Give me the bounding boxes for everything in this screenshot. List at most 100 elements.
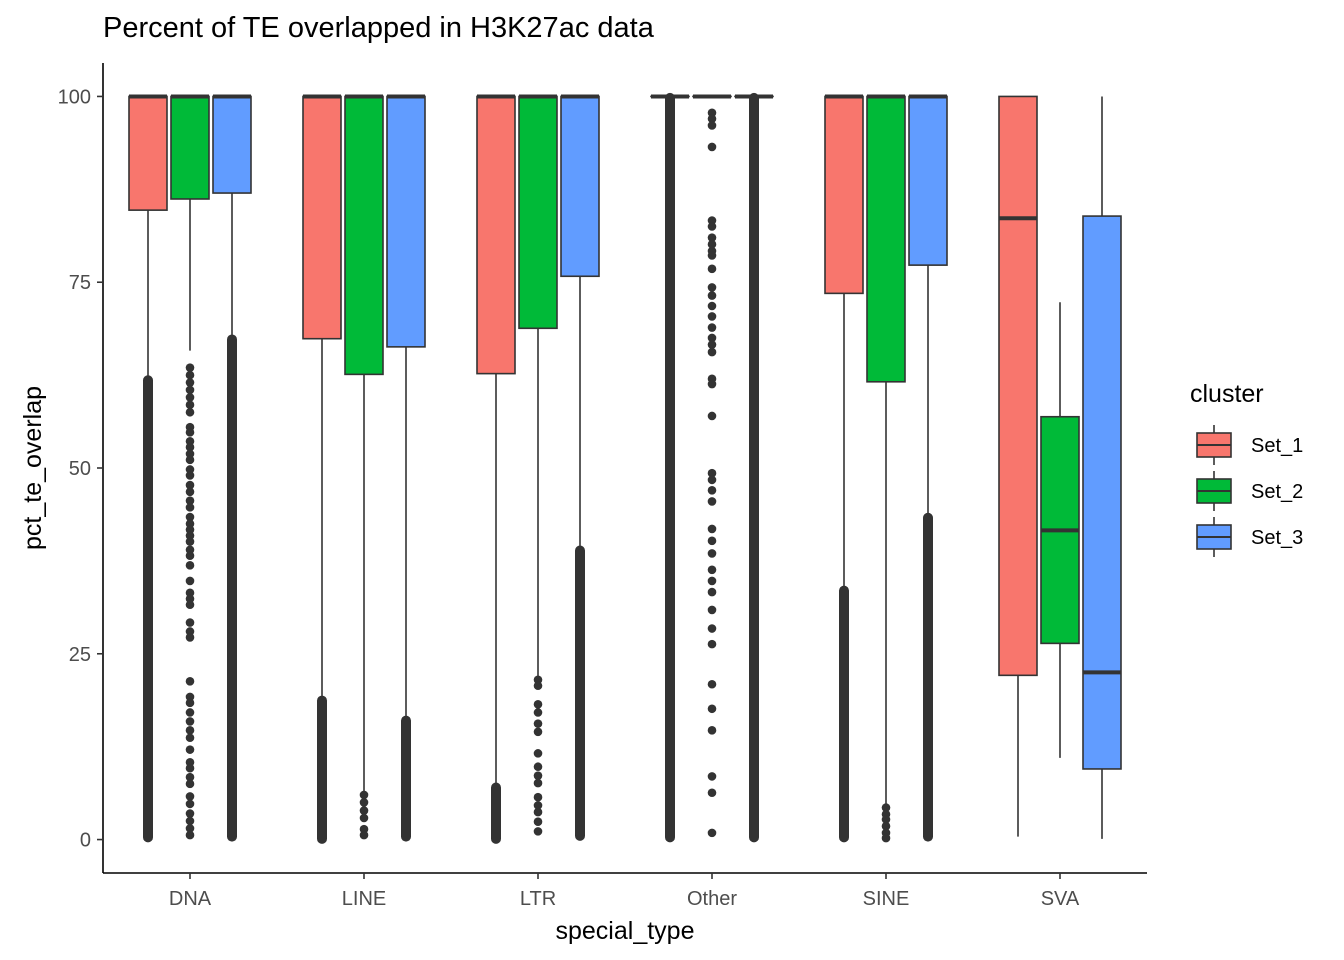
outlier-point [881, 803, 891, 812]
outlier-point [707, 121, 717, 130]
iqr-box [344, 95, 384, 376]
outlier-point [707, 222, 717, 231]
outlier-point [707, 411, 717, 421]
outlier-point [707, 485, 717, 495]
box-Set_2-LTR [518, 94, 558, 836]
outlier-point [533, 708, 543, 717]
iqr-box [302, 95, 342, 340]
outlier-point [533, 771, 543, 780]
iqr-box [386, 95, 426, 348]
outlier-point [185, 792, 195, 801]
outlier-point [185, 824, 195, 833]
outlier-point [185, 676, 195, 686]
outlier-point [707, 576, 717, 586]
outlier-point [533, 807, 543, 817]
outlier-point [185, 442, 195, 452]
iqr-box [170, 95, 210, 200]
box-Set_1-SVA [998, 95, 1038, 837]
x-tick-label: LINE [342, 888, 386, 910]
outlier-point [185, 496, 195, 505]
legend-label: Set_3 [1251, 527, 1303, 549]
outlier-point [185, 692, 195, 702]
iqr-box [518, 95, 558, 330]
outlier-point [185, 708, 195, 717]
box-Set_3-LINE [386, 94, 426, 842]
y-axis-title: pct_te_overlap [19, 386, 47, 550]
outlier-point [707, 772, 717, 781]
outlier-point [881, 815, 891, 824]
outlier-point [707, 788, 717, 798]
outlier-point [533, 817, 543, 827]
plot-area [128, 92, 1122, 844]
outlier-point [707, 639, 717, 649]
outlier-point [185, 400, 195, 410]
outlier-point [185, 428, 195, 437]
legend-label: Set_2 [1251, 481, 1303, 503]
outlier-point [185, 525, 195, 534]
outlier-point [185, 745, 195, 754]
outlier-point [185, 809, 195, 818]
outlier-point [707, 828, 717, 838]
outlier-point [185, 779, 195, 789]
outlier-point [185, 370, 195, 380]
outlier-point [359, 806, 369, 815]
outlier-point [707, 565, 717, 575]
outlier-point [185, 385, 195, 395]
outlier-point [533, 762, 543, 772]
box-Set_2-Other [692, 94, 732, 838]
outlier-point [185, 503, 195, 512]
outlier-point [533, 778, 543, 788]
outlier-point [185, 633, 195, 642]
outlier-point [185, 363, 195, 372]
outlier-point [185, 594, 195, 604]
outlier-point [707, 283, 717, 292]
x-tick-label: SVA [1041, 888, 1080, 910]
box-Set_2-SVA [1040, 302, 1080, 758]
outlier-point [185, 618, 195, 627]
outlier-point [707, 291, 717, 300]
outlier-point [707, 704, 717, 714]
outlier-point [707, 251, 717, 260]
outlier-point [707, 142, 717, 152]
outlier-point [881, 833, 891, 843]
outlier-point [185, 407, 195, 417]
outlier-point [707, 497, 717, 506]
outlier-point [707, 475, 717, 485]
outlier-point [185, 378, 195, 387]
outlier-point [707, 301, 717, 311]
outlier-point [707, 726, 717, 735]
outlier-point [185, 588, 195, 598]
outlier-point [707, 114, 717, 124]
outlier-point [359, 790, 369, 800]
outlier-point [707, 379, 717, 389]
outlier-point [533, 719, 543, 728]
box-Set_2-SINE [866, 94, 906, 843]
outlier-point [185, 465, 195, 474]
y-tick-label: 50 [69, 458, 91, 480]
outlier-point [533, 675, 543, 685]
box-Set_1-DNA [128, 94, 168, 843]
outlier-point [359, 798, 369, 807]
outlier-point [707, 216, 717, 225]
outlier-point [185, 816, 195, 826]
outlier-point [185, 600, 195, 610]
outlier-point [533, 681, 543, 691]
y-tick-label: 75 [69, 272, 91, 294]
outlier-point [185, 757, 195, 767]
outlier-point [707, 549, 717, 558]
outlier-point [533, 827, 543, 836]
outlier-point [533, 727, 543, 737]
outlier-point [707, 340, 717, 349]
outlier-point [185, 733, 195, 743]
box-Set_2-LINE [344, 94, 384, 840]
outlier-point [185, 772, 195, 782]
x-tick-label: SINE [863, 888, 910, 910]
y-tick-label: 100 [58, 86, 91, 108]
y-tick-label: 25 [69, 644, 91, 666]
outlier-point [707, 312, 717, 321]
outlier-point [707, 108, 717, 118]
axes: 0 25 50 75 100 DNA LINE LTR Other SINE SVA special_… [19, 63, 1147, 945]
outlier-point [185, 519, 195, 529]
outlier-point [185, 551, 195, 560]
